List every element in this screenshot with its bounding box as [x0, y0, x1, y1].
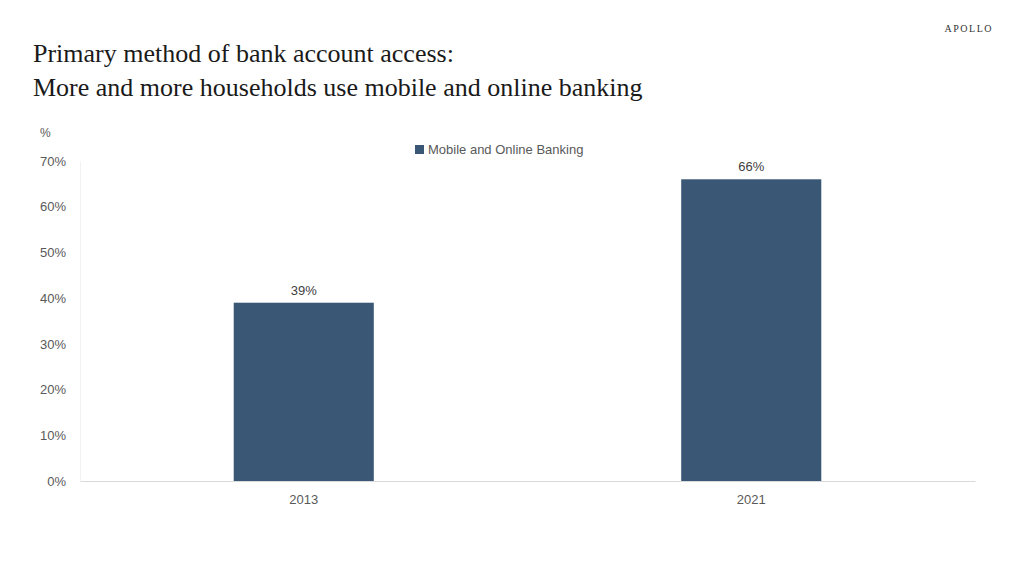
- data-label: 66%: [738, 159, 764, 174]
- y-tick: 20%: [40, 382, 80, 397]
- subtitle: More and more households use mobile and …: [33, 73, 642, 102]
- y-tick: 10%: [40, 428, 80, 443]
- y-tick: 50%: [40, 245, 80, 260]
- x-axis-line: [81, 481, 976, 482]
- legend: Mobile and Online Banking: [415, 142, 583, 157]
- bars: [234, 179, 822, 481]
- y-tick-label: 60%: [40, 199, 66, 214]
- x-tick-label: 2021: [737, 492, 766, 507]
- y-tick: 70%: [40, 154, 80, 169]
- bar: [234, 303, 374, 481]
- title: Primary method of bank account access:: [33, 39, 454, 68]
- y-tick-label: 70%: [40, 154, 66, 169]
- y-tick-label: 40%: [40, 291, 66, 306]
- data-label: 39%: [291, 283, 317, 298]
- y-axis: 0% 10% 20% 30% 40% 50% 60% 70%: [40, 154, 81, 489]
- y-tick: 0%: [47, 474, 80, 489]
- y-tick-label: 30%: [40, 337, 66, 352]
- data-labels: 39% 66%: [291, 159, 765, 297]
- legend-label: Mobile and Online Banking: [428, 142, 583, 157]
- brand: APOLLO: [945, 23, 993, 34]
- y-axis-line: [80, 162, 81, 482]
- x-tick-label: 2013: [289, 492, 318, 507]
- y-axis-label: %: [40, 126, 51, 140]
- y-tick: 30%: [40, 337, 80, 352]
- y-tick-label: 20%: [40, 382, 66, 397]
- y-tick: 40%: [40, 291, 80, 306]
- chart: Primary method of bank account access: Mo…: [0, 0, 1024, 576]
- y-tick-label: 10%: [40, 428, 66, 443]
- bar: [681, 179, 821, 481]
- x-tick: 2021: [737, 481, 766, 507]
- x-tick: 2013: [289, 481, 318, 507]
- y-tick-label: 0%: [47, 474, 66, 489]
- legend-item: Mobile and Online Banking: [415, 142, 583, 157]
- x-axis: 2013 2021: [81, 481, 976, 507]
- y-tick: 60%: [40, 199, 80, 214]
- legend-swatch: [415, 145, 424, 154]
- y-tick-label: 50%: [40, 245, 66, 260]
